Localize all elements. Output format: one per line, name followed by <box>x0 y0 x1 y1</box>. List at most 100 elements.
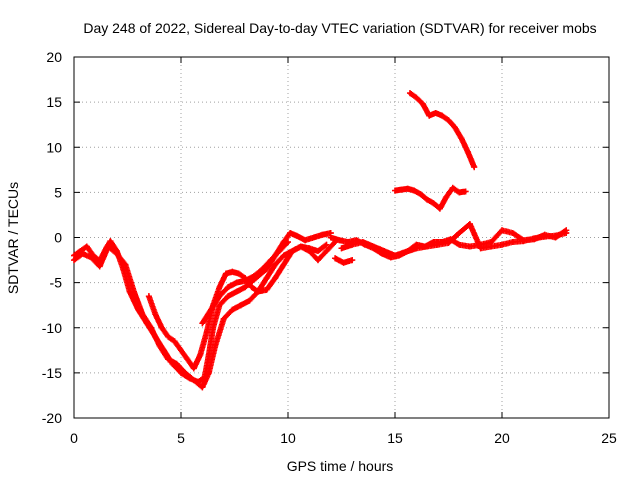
data-point <box>272 275 279 282</box>
y-tick-label: 15 <box>46 94 62 110</box>
data-point <box>424 196 431 203</box>
data-point <box>430 200 437 207</box>
x-tick-label: 20 <box>494 430 510 446</box>
data-point <box>398 186 405 193</box>
data-point <box>471 164 478 171</box>
data-point <box>323 248 330 255</box>
x-tick-label: 25 <box>601 430 617 446</box>
chart-title: Day 248 of 2022, Sidereal Day-to-day VTE… <box>83 20 596 36</box>
data-point <box>449 184 456 191</box>
data-point <box>250 273 257 280</box>
data-point <box>314 257 321 264</box>
data-point <box>340 259 347 266</box>
series-track-h <box>406 90 478 171</box>
data-point <box>466 243 473 250</box>
x-tick-label: 5 <box>177 430 185 446</box>
data-point <box>259 266 266 273</box>
data-point <box>242 277 249 284</box>
data-point <box>225 293 232 300</box>
data-point <box>402 248 409 255</box>
data-point <box>434 241 441 248</box>
data-point <box>359 239 366 246</box>
data-point <box>424 243 431 250</box>
data-point <box>563 229 570 236</box>
series-track-c <box>145 239 339 372</box>
data-point <box>190 365 197 372</box>
x-tick-label: 10 <box>280 430 296 446</box>
data-point <box>248 284 255 291</box>
data-point <box>272 261 279 268</box>
data-point <box>107 238 114 245</box>
data-point <box>456 229 463 236</box>
data-point <box>207 306 214 313</box>
data-point <box>199 320 206 327</box>
data-point <box>338 245 345 252</box>
data-point <box>293 232 300 239</box>
data-point <box>83 243 90 250</box>
data-point <box>280 252 287 259</box>
data-point <box>327 234 334 241</box>
data-point <box>349 241 356 248</box>
series-track-g <box>332 255 356 266</box>
data-point <box>306 248 313 255</box>
data-point <box>392 252 398 259</box>
data-point <box>233 288 240 295</box>
data-point <box>152 311 159 318</box>
data-point <box>319 231 326 238</box>
x-tick-labels: 0 5 10 15 20 25 <box>70 430 617 446</box>
series-track-b <box>71 241 330 391</box>
data-point <box>79 250 86 257</box>
data-point <box>203 329 210 336</box>
data-point <box>413 94 420 101</box>
data-point <box>332 255 339 262</box>
data-point <box>178 347 184 354</box>
data-point <box>419 100 426 107</box>
data-point <box>246 297 253 304</box>
data-point <box>190 377 197 384</box>
data-point <box>289 248 296 255</box>
data-point <box>113 250 120 257</box>
data-point <box>199 384 206 391</box>
data-point <box>411 187 418 194</box>
data-point <box>499 227 505 234</box>
y-axis-label: SDTVAR / TECUs <box>5 182 21 294</box>
data-point <box>462 188 469 195</box>
data-point <box>165 356 172 363</box>
data-point <box>406 90 413 97</box>
data-point <box>255 288 262 295</box>
data-point <box>458 135 465 142</box>
data-point <box>173 360 180 367</box>
data-point <box>413 245 420 252</box>
data-point <box>285 239 291 246</box>
data-point <box>276 248 283 255</box>
y-tick-labels: -20 -15 -10 -5 0 5 10 15 20 <box>42 49 62 426</box>
data-point <box>216 284 223 291</box>
data-point <box>499 241 505 248</box>
data-point <box>156 342 163 349</box>
data-point <box>432 109 439 116</box>
data-point <box>216 293 223 300</box>
data-point <box>370 243 377 250</box>
data-point <box>509 239 516 246</box>
y-tick-label: -5 <box>50 275 63 291</box>
data-point <box>216 302 223 309</box>
data-point <box>184 356 191 363</box>
data-point <box>88 254 95 261</box>
data-point <box>323 241 330 248</box>
axis-ticks <box>73 56 610 419</box>
data-point <box>220 315 227 322</box>
data-point <box>464 148 471 155</box>
data-point <box>105 243 112 250</box>
data-point <box>488 243 495 250</box>
y-tick-label: -20 <box>42 410 62 426</box>
data-point <box>171 338 178 345</box>
data-point <box>509 229 516 236</box>
data-point <box>392 187 398 194</box>
data-point <box>197 351 204 358</box>
x-tick-label: 15 <box>387 430 403 446</box>
data-point <box>477 245 484 252</box>
data-point <box>225 284 232 291</box>
data-point <box>229 306 236 313</box>
y-tick-label: -15 <box>42 365 62 381</box>
